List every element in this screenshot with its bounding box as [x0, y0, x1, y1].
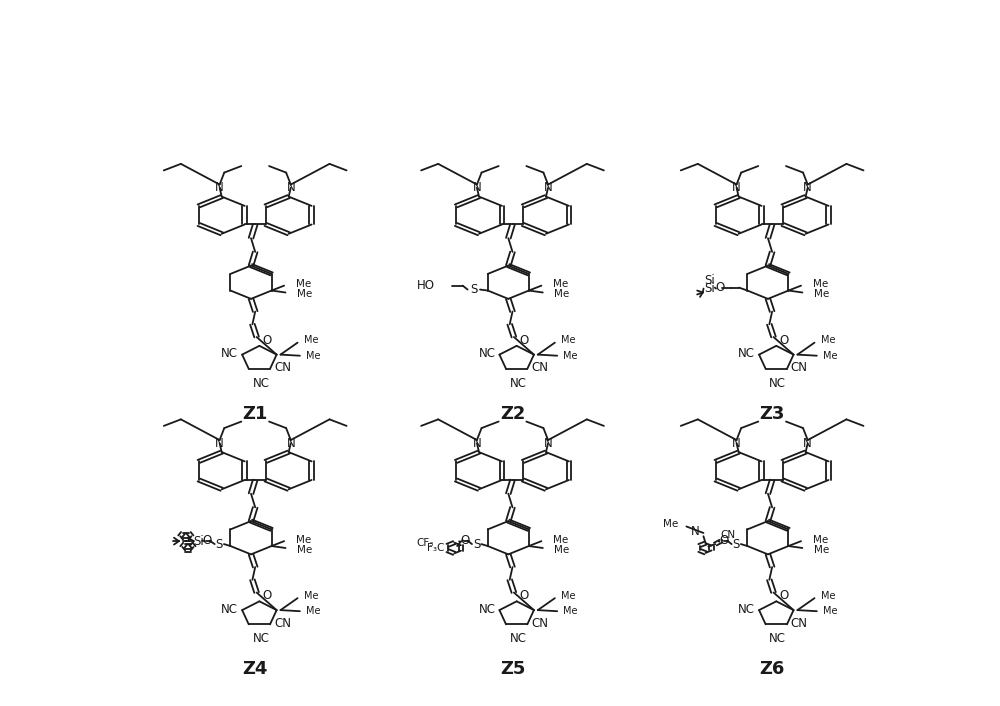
- Text: O: O: [779, 334, 789, 347]
- Text: N: N: [473, 437, 481, 450]
- Text: N: N: [803, 181, 812, 194]
- Text: CN: CN: [720, 530, 735, 540]
- Text: Z3: Z3: [759, 405, 785, 423]
- Text: CN: CN: [791, 617, 808, 630]
- Text: HO: HO: [416, 279, 434, 292]
- Text: NC: NC: [252, 377, 269, 390]
- Text: Me: Me: [813, 279, 828, 289]
- Text: CN: CN: [274, 617, 291, 630]
- Text: Me: Me: [304, 335, 318, 345]
- Text: NC: NC: [769, 633, 786, 645]
- Text: Z6: Z6: [759, 660, 785, 678]
- Text: CN: CN: [531, 361, 548, 374]
- Text: Me: Me: [306, 606, 321, 616]
- Text: Me: Me: [823, 351, 838, 361]
- Text: N: N: [544, 181, 552, 194]
- Text: Si: Si: [704, 282, 715, 295]
- Text: Me: Me: [821, 591, 835, 601]
- Text: O: O: [779, 590, 789, 602]
- Text: Me: Me: [814, 289, 829, 299]
- Text: Me: Me: [304, 591, 318, 601]
- Text: N: N: [215, 437, 224, 450]
- Text: S: S: [473, 537, 480, 551]
- Text: Z5: Z5: [500, 660, 525, 678]
- Text: Si: Si: [704, 275, 715, 287]
- Text: S: S: [216, 537, 223, 551]
- Text: N: N: [732, 437, 741, 450]
- Text: NC: NC: [738, 347, 755, 360]
- Text: Me: Me: [561, 591, 576, 601]
- Text: CN: CN: [791, 361, 808, 374]
- Text: Me: Me: [306, 351, 321, 361]
- Text: N: N: [286, 437, 295, 450]
- Text: Z2: Z2: [500, 405, 525, 423]
- Text: Me: Me: [554, 544, 570, 555]
- Text: Me: Me: [814, 544, 829, 555]
- Text: Me: Me: [297, 289, 312, 299]
- Text: N: N: [732, 181, 741, 194]
- Text: CN: CN: [274, 361, 291, 374]
- Text: NC: NC: [738, 602, 755, 616]
- Text: NC: NC: [510, 377, 527, 390]
- Text: S: S: [470, 283, 478, 296]
- Text: Me: Me: [296, 534, 311, 544]
- Text: Me: Me: [813, 534, 828, 544]
- Text: CF₃: CF₃: [416, 537, 434, 548]
- Text: O: O: [520, 334, 529, 347]
- Text: O: O: [720, 534, 729, 547]
- Text: Me: Me: [563, 606, 578, 616]
- Text: Me: Me: [296, 279, 311, 289]
- Text: Me: Me: [561, 335, 576, 345]
- Text: N: N: [215, 181, 224, 194]
- Text: Me: Me: [823, 606, 838, 616]
- Text: N: N: [286, 181, 295, 194]
- Text: O: O: [262, 334, 272, 347]
- Text: NC: NC: [479, 347, 496, 360]
- Text: N: N: [691, 525, 700, 539]
- Text: Me: Me: [821, 335, 835, 345]
- Text: Me: Me: [554, 289, 570, 299]
- Text: NC: NC: [510, 633, 527, 645]
- Text: O: O: [520, 590, 529, 602]
- Text: O: O: [460, 534, 469, 547]
- Text: S: S: [733, 537, 740, 551]
- Text: Si: Si: [193, 534, 204, 548]
- Text: Z1: Z1: [243, 405, 268, 423]
- Text: Me: Me: [553, 279, 568, 289]
- Text: NC: NC: [221, 602, 238, 616]
- Text: O: O: [262, 590, 272, 602]
- Text: O: O: [202, 534, 211, 547]
- Text: Me: Me: [297, 544, 312, 555]
- Text: F₃C: F₃C: [427, 543, 444, 553]
- Text: NC: NC: [252, 633, 269, 645]
- Text: N: N: [473, 181, 481, 194]
- Text: NC: NC: [479, 602, 496, 616]
- Text: NC: NC: [769, 377, 786, 390]
- Text: N: N: [803, 437, 812, 450]
- Text: O: O: [715, 281, 724, 294]
- Text: CN: CN: [531, 617, 548, 630]
- Text: N: N: [544, 437, 552, 450]
- Text: NC: NC: [221, 347, 238, 360]
- Text: Z4: Z4: [243, 660, 268, 678]
- Text: Me: Me: [553, 534, 568, 544]
- Text: Me: Me: [563, 351, 578, 361]
- Text: Me: Me: [663, 520, 678, 530]
